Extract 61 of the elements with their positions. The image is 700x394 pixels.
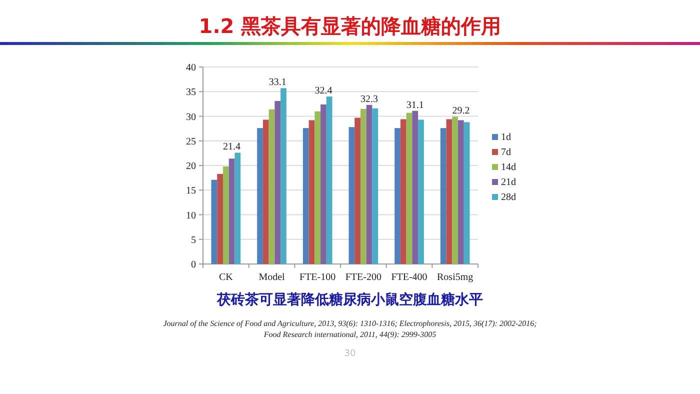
bar [452,116,458,264]
x-tick-label: FTE-200 [345,272,382,283]
legend-label: 7d [501,147,511,158]
bar [464,122,470,264]
bar [412,110,418,264]
y-tick-label: 25 [186,136,196,148]
bar [440,128,446,264]
data-label: 32.3 [360,94,378,105]
x-tick-label: CK [218,272,234,283]
x-tick-label: FTE-100 [300,272,336,283]
bar [320,104,326,264]
bar [360,108,366,264]
y-tick-label: 40 [186,62,196,74]
bar [217,174,223,264]
data-label: 33.1 [268,77,286,88]
bar [268,109,275,264]
bar [326,96,332,264]
bar [228,158,235,264]
data-label: 29.2 [452,106,470,117]
bar [222,166,229,264]
bar [257,128,263,264]
text: Journal of the Science of Food and Agriculture, 2013, 93(6): 1310-1316; Electrophoresis, 2015, 36(17): 2002-2016; [163,319,538,328]
bar [458,120,464,264]
y-tick-label: 5 [191,234,196,246]
data-label: 31.1 [406,100,424,111]
y-tick-label: 0 [191,260,196,270]
bar [302,128,309,264]
legend-label: 21d [501,177,516,188]
chart-title: 1.2 黑茶具有显著的降血糖的作用 [198,14,502,38]
bar [394,128,400,264]
legend-label: 1d [501,132,511,143]
bar [418,120,424,264]
data-label: 21.4 [223,142,241,153]
bar [211,180,218,264]
bar [400,119,406,264]
y-tick-label: 10 [186,210,196,222]
bar [280,88,286,264]
y-tick-label: 20 [186,161,196,172]
bar [406,112,412,264]
legend-label: 28d [501,192,516,203]
y-tick-label: 35 [186,87,196,98]
text: 茯砖茶可显著降低糖尿病小鼠空腹血糖水平 [216,291,483,308]
x-tick-label: Rosi5mg [437,272,474,283]
text: 30 [344,349,356,359]
bar [372,108,378,264]
bar [446,119,452,264]
bar [314,111,321,264]
y-tick-label: 15 [186,186,196,197]
bar [354,118,360,264]
text: Food Research international, 2011, 44(9): 2999-3005 [262,330,436,339]
y-tick-label: 30 [186,112,196,123]
x-tick-label: Model [258,272,286,283]
bar [274,100,281,264]
data-label: 32.4 [314,86,332,97]
legend-label: 14d [501,162,516,173]
bar [308,120,315,264]
bar [348,127,355,264]
bar [262,120,269,264]
bar [366,104,372,264]
x-tick-label: FTE-400 [391,272,428,283]
bar [234,152,241,264]
